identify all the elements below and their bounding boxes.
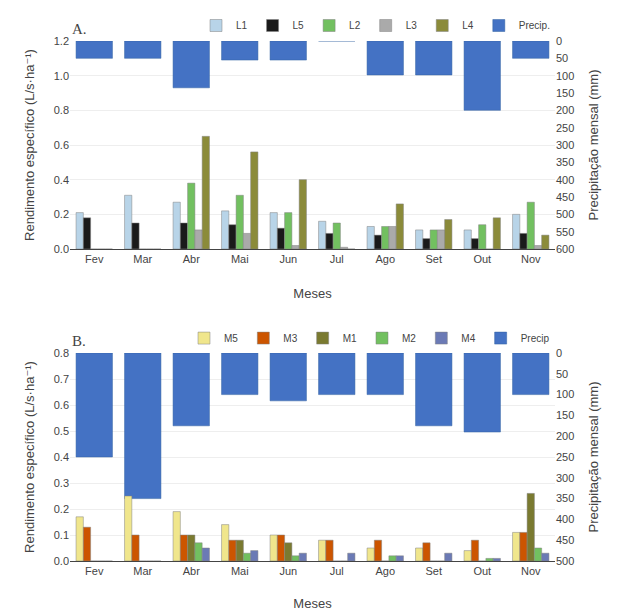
svg-text:Jun: Jun [279, 253, 297, 265]
svg-text:0.4: 0.4 [54, 451, 69, 463]
svg-text:0.0: 0.0 [54, 555, 69, 567]
svg-text:0: 0 [556, 347, 562, 359]
svg-text:Out: Out [473, 253, 491, 265]
svg-text:0.6: 0.6 [54, 399, 69, 411]
svg-text:L3: L3 [406, 20, 418, 31]
svg-text:Ago: Ago [375, 565, 395, 577]
svg-text:0.6: 0.6 [54, 139, 69, 151]
svg-text:Jun: Jun [279, 565, 297, 577]
svg-text:600: 600 [556, 243, 574, 255]
svg-text:Mar: Mar [133, 565, 152, 577]
svg-text:0.8: 0.8 [54, 347, 69, 359]
svg-text:200: 200 [556, 104, 574, 116]
svg-text:400: 400 [556, 513, 574, 525]
svg-text:0.2: 0.2 [54, 208, 69, 220]
svg-text:Ago: Ago [375, 253, 395, 265]
svg-text:M2: M2 [402, 333, 416, 344]
svg-text:0.1: 0.1 [54, 529, 69, 541]
svg-text:100: 100 [556, 388, 574, 400]
svg-text:L4: L4 [462, 20, 474, 31]
svg-text:Mai: Mai [231, 253, 249, 265]
svg-text:300: 300 [556, 472, 574, 484]
svg-text:100: 100 [556, 70, 574, 82]
svg-text:Precip.: Precip. [519, 20, 550, 31]
svg-text:Precip: Precip [521, 333, 550, 344]
svg-text:0.5: 0.5 [54, 425, 69, 437]
svg-text:50: 50 [556, 52, 568, 64]
svg-text:0: 0 [556, 35, 562, 47]
svg-text:0.8: 0.8 [54, 104, 69, 116]
svg-text:Fev: Fev [85, 565, 104, 577]
svg-text:150: 150 [556, 409, 574, 421]
svg-text:Mai: Mai [231, 565, 249, 577]
svg-text:Precipitação mensal (mm): Precipitação mensal (mm) [586, 70, 601, 221]
svg-text:L1: L1 [236, 20, 248, 31]
svg-text:0.4: 0.4 [54, 174, 69, 186]
svg-text:450: 450 [556, 191, 574, 203]
svg-text:550: 550 [556, 226, 574, 238]
svg-text:450: 450 [556, 534, 574, 546]
svg-text:Abr: Abr [183, 565, 200, 577]
svg-text:M5: M5 [224, 333, 238, 344]
svg-text:1.0: 1.0 [54, 70, 69, 82]
svg-text:0.0: 0.0 [54, 243, 69, 255]
svg-text:50: 50 [556, 368, 568, 380]
svg-text:250: 250 [556, 451, 574, 463]
svg-text:350: 350 [556, 492, 574, 504]
svg-text:0.2: 0.2 [54, 503, 69, 515]
svg-text:Jul: Jul [330, 565, 344, 577]
svg-text:Jul: Jul [330, 253, 344, 265]
svg-text:Nov: Nov [521, 253, 541, 265]
svg-text:500: 500 [556, 555, 574, 567]
svg-text:A.: A. [72, 21, 87, 37]
svg-text:Meses: Meses [293, 596, 332, 611]
svg-text:400: 400 [556, 174, 574, 186]
svg-text:L5: L5 [293, 20, 305, 31]
svg-text:B.: B. [72, 333, 86, 349]
svg-text:500: 500 [556, 208, 574, 220]
svg-text:0.7: 0.7 [54, 373, 69, 385]
svg-text:Set: Set [425, 565, 442, 577]
svg-text:200: 200 [556, 430, 574, 442]
svg-text:M3: M3 [283, 333, 297, 344]
svg-text:350: 350 [556, 156, 574, 168]
svg-text:Out: Out [473, 565, 491, 577]
svg-text:M1: M1 [343, 333, 357, 344]
svg-text:Precipitação mensal (mm): Precipitação mensal (mm) [586, 382, 601, 533]
svg-text:1.2: 1.2 [54, 35, 69, 47]
svg-text:250: 250 [556, 122, 574, 134]
svg-text:150: 150 [556, 87, 574, 99]
svg-text:0.3: 0.3 [54, 477, 69, 489]
svg-text:M4: M4 [461, 333, 475, 344]
svg-text:Nov: Nov [521, 565, 541, 577]
svg-text:300: 300 [556, 139, 574, 151]
svg-text:Set: Set [425, 253, 442, 265]
svg-text:Abr: Abr [183, 253, 200, 265]
svg-text:L2: L2 [349, 20, 361, 31]
svg-text:Rendimento específico (L/s·ha⁻: Rendimento específico (L/s·ha⁻¹) [22, 361, 37, 553]
svg-text:Meses: Meses [293, 286, 332, 301]
svg-text:Fev: Fev [85, 253, 104, 265]
svg-text:Rendimento específico (L/s·ha⁻: Rendimento específico (L/s·ha⁻¹) [22, 49, 37, 241]
svg-text:Mar: Mar [133, 253, 152, 265]
